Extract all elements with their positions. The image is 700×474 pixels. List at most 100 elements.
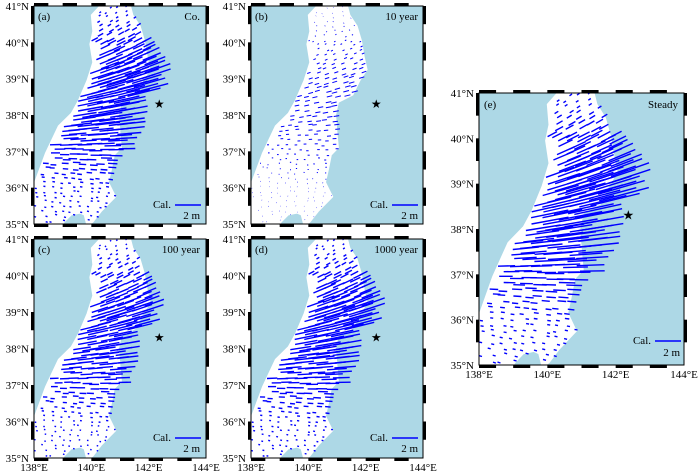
lat-label: 40°N — [223, 37, 246, 49]
displacement-vector — [294, 334, 318, 341]
displacement-vector — [361, 280, 376, 288]
displacement-vector — [335, 359, 360, 364]
displacement-vectors — [34, 239, 165, 457]
displacement-vector — [333, 40, 336, 43]
frame-tick — [34, 458, 49, 461]
displacement-vector — [314, 35, 317, 37]
frame-tick — [394, 3, 409, 6]
lat-label: 36°N — [6, 183, 29, 195]
displacement-vector — [118, 360, 139, 364]
frame-tick — [649, 90, 667, 93]
displacement-vector — [522, 257, 546, 261]
displacement-vector — [325, 412, 330, 415]
displacement-vector — [116, 345, 140, 351]
frame-tick — [649, 365, 667, 368]
displacement-vector — [344, 266, 352, 271]
displacement-vector — [353, 280, 367, 288]
displacement-vector — [136, 46, 152, 55]
displacement-vector — [341, 261, 347, 266]
displacement-vector — [325, 31, 328, 33]
displacement-vector — [100, 43, 111, 50]
displacement-vector — [62, 210, 65, 213]
displacement-vector — [321, 245, 324, 248]
displacement-vector — [125, 243, 128, 246]
displacement-vector — [574, 155, 602, 167]
displacement-vector — [327, 116, 333, 118]
displacement-vector — [608, 138, 628, 150]
displacement-vector — [565, 86, 568, 88]
displacement-vector — [126, 23, 131, 28]
displacement-vector — [350, 57, 354, 60]
displacement-vector — [334, 298, 355, 307]
displacement-vector — [513, 295, 522, 298]
displacement-vector — [91, 371, 106, 374]
displacement-vector — [144, 291, 161, 299]
frame-tick — [308, 236, 323, 239]
displacement-vector — [575, 99, 579, 103]
displacement-vector — [312, 345, 337, 351]
displacement-vector — [124, 28, 130, 33]
displacement-vector — [322, 248, 325, 251]
displacement-vector — [87, 218, 90, 221]
displacement-vector — [142, 271, 150, 276]
displacement-vector — [107, 257, 111, 260]
frame-tick — [248, 421, 251, 440]
displacement-vector — [317, 277, 327, 283]
displacement-vector — [332, 351, 359, 357]
displacement-vector — [108, 28, 115, 33]
displacement-vector — [96, 96, 126, 104]
displacement-vector — [136, 55, 157, 65]
displacement-vector — [564, 103, 568, 107]
displacement-vector — [317, 273, 325, 279]
displacement-vector — [479, 355, 483, 358]
displacement-vector — [304, 86, 309, 89]
displacement-vector — [115, 24, 120, 28]
displacement-vector — [316, 283, 328, 290]
displacement-vector — [295, 99, 300, 102]
displacement-vector — [107, 305, 127, 313]
displacement-vector — [551, 224, 593, 232]
panel-tag: (e) — [484, 99, 497, 111]
lat-label: 37°N — [451, 269, 474, 281]
lat-label: 35°N — [6, 219, 29, 231]
displacement-vector — [78, 205, 81, 207]
frame-tick — [120, 458, 135, 461]
displacement-vector — [98, 341, 120, 347]
frame-tick — [31, 42, 34, 61]
displacement-vector — [525, 224, 561, 232]
displacement-vector — [607, 130, 622, 139]
lat-label: 41°N — [6, 1, 29, 13]
displacement-vector — [100, 273, 107, 279]
displacement-vector — [104, 350, 126, 355]
displacement-vector — [361, 52, 365, 55]
displacement-vector — [98, 244, 102, 247]
scale-value: 2 m — [183, 210, 200, 222]
displacement-vector — [96, 215, 99, 218]
displacement-vector — [317, 47, 320, 50]
displacement-vector — [290, 350, 311, 355]
displacement-vector — [312, 115, 318, 118]
displacement-vector — [307, 448, 310, 451]
displacement-vector — [118, 126, 145, 131]
displacement-vector — [575, 115, 582, 120]
displacement-vector — [115, 117, 145, 123]
lat-label: 38°N — [451, 224, 474, 236]
displacement-vector — [557, 183, 597, 196]
scale-legend: Cal. 2 m — [153, 432, 201, 455]
frame-tick — [148, 236, 163, 239]
displacement-vector — [41, 209, 44, 212]
displacement-vector — [105, 296, 121, 303]
displacement-vector — [54, 210, 58, 213]
displacement-vector — [125, 279, 135, 285]
displacement-vector — [54, 213, 58, 216]
displacement-vector — [512, 348, 516, 351]
displacement-vector — [95, 346, 116, 351]
lon-label: 144°E — [409, 462, 437, 474]
displacement-vector — [95, 355, 114, 360]
frame-tick — [476, 138, 479, 161]
displacement-vector — [588, 111, 595, 116]
displacement-vector — [569, 93, 573, 97]
displacement-vector — [323, 313, 348, 322]
frame-tick — [365, 224, 380, 227]
displacement-vector — [350, 85, 357, 88]
